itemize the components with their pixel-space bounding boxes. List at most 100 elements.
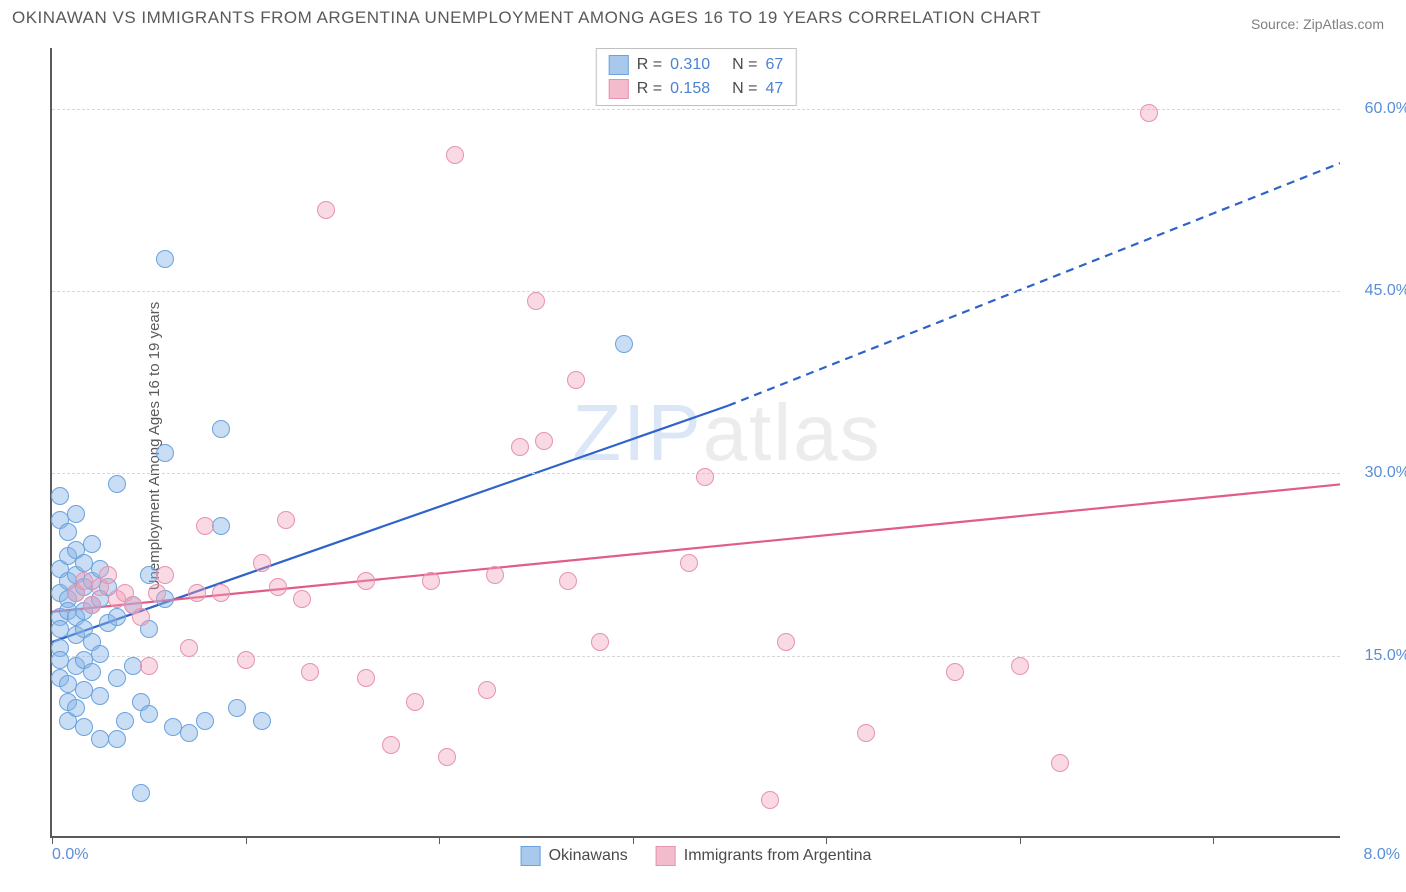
data-point <box>777 633 795 651</box>
stat-r-label: R = <box>637 56 662 74</box>
data-point <box>357 572 375 590</box>
y-tick-label: 15.0% <box>1350 647 1406 665</box>
data-point <box>382 736 400 754</box>
data-point <box>422 572 440 590</box>
data-point <box>59 523 77 541</box>
data-point <box>559 572 577 590</box>
data-point <box>615 335 633 353</box>
data-point <box>196 517 214 535</box>
data-point <box>156 444 174 462</box>
legend-swatch <box>521 846 541 866</box>
stat-n-label: N = <box>732 56 757 74</box>
chart-title: OKINAWAN VS IMMIGRANTS FROM ARGENTINA UN… <box>12 8 1041 28</box>
data-point <box>1051 754 1069 772</box>
data-point <box>535 432 553 450</box>
stat-r-value: 0.158 <box>670 80 710 98</box>
watermark: ZIPatlas <box>572 387 881 479</box>
stats-legend: R = 0.310 N = 67 R = 0.158 N = 47 <box>596 48 797 106</box>
data-point <box>1011 657 1029 675</box>
legend-label: Immigrants from Argentina <box>684 847 872 865</box>
stat-r-label: R = <box>637 80 662 98</box>
data-point <box>446 146 464 164</box>
source-label: Source: ZipAtlas.com <box>1251 16 1384 32</box>
x-tick <box>52 836 53 844</box>
data-point <box>946 663 964 681</box>
x-axis-min-label: 0.0% <box>52 846 88 864</box>
data-point <box>486 566 504 584</box>
data-point <box>91 730 109 748</box>
data-point <box>567 371 585 389</box>
stat-n-value: 47 <box>765 80 783 98</box>
data-point <box>108 608 126 626</box>
watermark-zip: ZIP <box>572 388 702 477</box>
plot-area: ZIPatlas R =0.310N =67R =0.158N =47 Okin… <box>50 48 1340 838</box>
data-point <box>301 663 319 681</box>
data-point <box>83 596 101 614</box>
data-point <box>696 468 714 486</box>
data-point <box>67 505 85 523</box>
data-point <box>83 535 101 553</box>
stat-n-value: 67 <box>765 56 783 74</box>
data-point <box>140 657 158 675</box>
data-point <box>1140 104 1158 122</box>
data-point <box>75 718 93 736</box>
y-tick-label: 30.0% <box>1350 464 1406 482</box>
x-tick <box>1213 836 1214 844</box>
data-point <box>269 578 287 596</box>
data-point <box>148 584 166 602</box>
legend-item: Immigrants from Argentina <box>656 846 872 866</box>
data-point <box>228 699 246 717</box>
data-point <box>140 705 158 723</box>
x-tick <box>246 836 247 844</box>
legend-label: Okinawans <box>549 847 628 865</box>
data-point <box>83 663 101 681</box>
data-point <box>108 475 126 493</box>
data-point <box>406 693 424 711</box>
data-point <box>478 681 496 699</box>
gridline <box>52 291 1340 292</box>
data-point <box>188 584 206 602</box>
data-point <box>51 487 69 505</box>
data-point <box>293 590 311 608</box>
data-point <box>99 566 117 584</box>
x-tick <box>1020 836 1021 844</box>
data-point <box>212 584 230 602</box>
data-point <box>132 784 150 802</box>
x-tick <box>826 836 827 844</box>
stats-row: R = 0.158 N = 47 <box>609 77 784 101</box>
data-point <box>91 687 109 705</box>
bottom-legend: Okinawans Immigrants from Argentina <box>521 846 872 866</box>
watermark-atlas: atlas <box>703 388 882 477</box>
y-tick-label: 60.0% <box>1350 100 1406 118</box>
data-point <box>132 608 150 626</box>
y-tick-label: 45.0% <box>1350 282 1406 300</box>
data-point <box>438 748 456 766</box>
legend-swatch <box>609 79 629 99</box>
x-tick <box>633 836 634 844</box>
data-point <box>253 554 271 572</box>
data-point <box>680 554 698 572</box>
data-point <box>317 201 335 219</box>
legend-swatch <box>656 846 676 866</box>
data-point <box>196 712 214 730</box>
data-point <box>156 566 174 584</box>
data-point <box>277 511 295 529</box>
data-point <box>212 420 230 438</box>
data-point <box>761 791 779 809</box>
data-point <box>212 517 230 535</box>
data-point <box>357 669 375 687</box>
stat-n-label: N = <box>732 80 757 98</box>
data-point <box>527 292 545 310</box>
legend-swatch <box>609 55 629 75</box>
data-point <box>180 639 198 657</box>
stats-row: R = 0.310 N = 67 <box>609 53 784 77</box>
data-point <box>67 699 85 717</box>
data-point <box>511 438 529 456</box>
data-point <box>237 651 255 669</box>
stat-r-value: 0.310 <box>670 56 710 74</box>
data-point <box>91 645 109 663</box>
data-point <box>156 250 174 268</box>
data-point <box>591 633 609 651</box>
data-point <box>116 712 134 730</box>
legend-item: Okinawans <box>521 846 628 866</box>
